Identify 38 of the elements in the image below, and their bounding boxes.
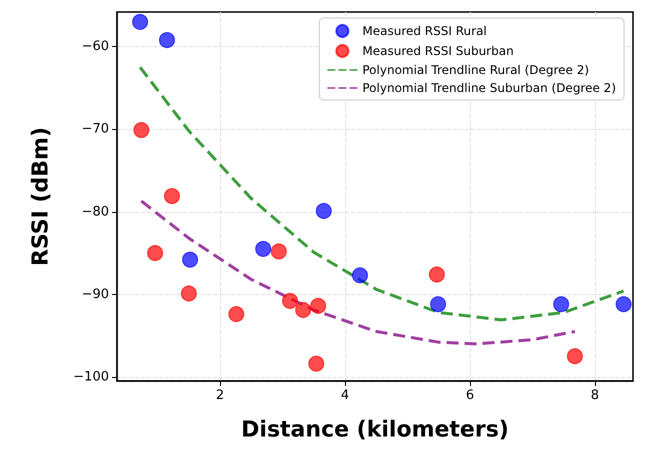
y-tick-label: −70 (82, 122, 109, 137)
x-tick-label: 6 (466, 388, 474, 403)
point (566, 348, 583, 364)
point (158, 32, 175, 48)
point (430, 296, 446, 312)
y-tick-label: −100 (73, 369, 109, 384)
y-tick-label: −60 (82, 39, 109, 54)
x-axis-title: Distance (kilometers) (241, 418, 509, 442)
point (164, 188, 180, 204)
x-tick-label: 8 (590, 388, 600, 403)
point (180, 286, 197, 302)
point (255, 240, 272, 257)
y-tick-label: −90 (82, 286, 109, 302)
point (147, 245, 164, 262)
point (553, 296, 570, 312)
point (616, 296, 632, 312)
point (428, 266, 445, 283)
y-axis-title: RSSI (dBm) (28, 126, 54, 266)
point (228, 306, 244, 322)
point (132, 14, 148, 30)
line-series (140, 200, 576, 346)
x-tick-label: 2 (216, 388, 224, 403)
point (182, 252, 198, 268)
legend-label: Measured RSSI Rural (362, 24, 487, 38)
point (282, 292, 298, 309)
point (295, 302, 312, 318)
point (133, 122, 150, 138)
line-series (138, 66, 626, 322)
point (352, 267, 368, 284)
point (316, 202, 332, 219)
legend-label: Polynomial Trendline Suburban (Degree 2) (362, 81, 616, 95)
point (310, 298, 326, 314)
x-tick-label: 4 (340, 388, 350, 403)
point (270, 243, 287, 260)
point (308, 356, 324, 372)
legend-label: Polynomial Trendline Rural (Degree 2) (362, 63, 590, 77)
legend-label: Measured RSSI Suburban (362, 44, 514, 58)
y-tick-label: −80 (82, 204, 109, 220)
